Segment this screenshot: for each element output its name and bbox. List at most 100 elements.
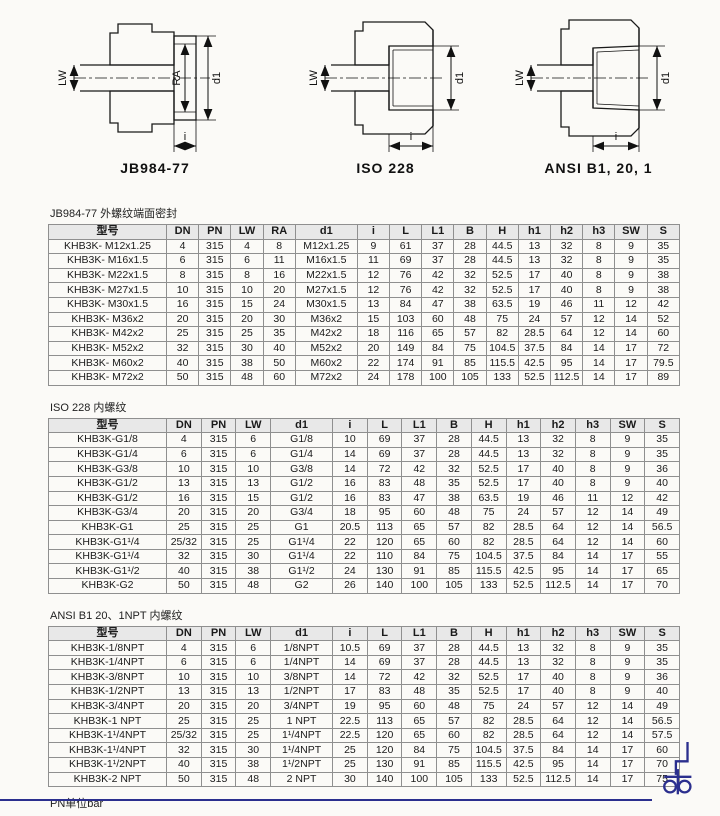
model-cell: KHB3K-1/2NPT: [48, 684, 167, 700]
value-cell: G3/4: [270, 505, 334, 521]
column-header: B: [436, 625, 472, 642]
model-cell: KHB3K- M27x1.5: [48, 282, 167, 298]
value-cell: 65: [421, 326, 455, 342]
value-cell: M42x2: [294, 326, 358, 342]
value-cell: 32: [540, 432, 576, 448]
value-cell: 10: [166, 461, 202, 477]
column-header: H: [470, 625, 507, 642]
value-cell: 315: [200, 771, 237, 788]
value-cell: G1¹/4: [270, 548, 334, 565]
value-cell: 112.5: [540, 771, 576, 788]
value-cell: 84: [540, 548, 576, 565]
value-cell: 35: [644, 640, 680, 656]
column-header: S: [646, 224, 681, 240]
value-cell: 22.5: [332, 713, 368, 729]
column-header: L1: [401, 625, 438, 642]
column-header: LW: [235, 625, 272, 642]
table-row: KHB3K-G1¹/2 40 315 38 G1¹/2 24 130 91 85 115.5 42.…: [48, 563, 680, 580]
value-cell: 20: [230, 311, 264, 328]
value-cell: 40: [540, 684, 576, 700]
value-cell: 75: [470, 505, 507, 521]
value-cell: 12: [574, 713, 611, 729]
value-cell: 83: [366, 475, 403, 492]
value-cell: 30: [235, 548, 272, 565]
table-row: KHB3K-G1¹/4 32 315 30 G1¹/4 22 110 84 75 104.5 37.…: [48, 548, 680, 565]
value-cell: 64: [540, 727, 576, 744]
value-cell: 13: [517, 253, 552, 269]
table-row: KHB3K-G1/2 13 315 13 G1/2 16 83 48 35 52.5 17 40 8 9 4…: [48, 475, 680, 492]
value-cell: 42: [401, 461, 438, 477]
table-row: KHB3K-1¹/4NPT 25/32 315 25 1¹/4NPT 22.5 120 65 6…: [48, 727, 680, 744]
value-cell: 48: [235, 578, 272, 594]
value-cell: 22.5: [332, 727, 368, 744]
technical-drawing-ansi: LW d1 i: [514, 19, 672, 152]
dim-label-i: i: [184, 131, 186, 143]
value-cell: 16: [165, 296, 200, 313]
value-cell: 105: [453, 369, 487, 386]
value-cell: 315: [200, 669, 237, 686]
value-cell: 25: [165, 326, 200, 342]
value-cell: 100: [421, 369, 455, 386]
value-cell: 35: [436, 475, 472, 492]
value-cell: 37: [401, 446, 438, 463]
value-cell: 52.5: [470, 475, 507, 492]
value-cell: 315: [200, 461, 237, 477]
value-cell: 57.5: [644, 727, 680, 744]
table-row: KHB3K- M22x1.5 8 315 8 16 M22x1.5 12 76 42 32 52.5…: [48, 267, 681, 284]
table-row: KHB3K-G3/4 20 315 20 G3/4 18 95 60 48 75 24 57 12 14 4…: [48, 505, 680, 521]
value-cell: 6: [235, 654, 272, 671]
value-cell: 8: [165, 267, 200, 284]
value-cell: 12: [574, 519, 611, 536]
value-cell: G1¹/2: [270, 563, 334, 580]
value-cell: 32: [436, 461, 472, 477]
value-cell: 28: [436, 640, 472, 656]
value-cell: 103: [389, 311, 423, 328]
value-cell: 315: [200, 505, 237, 521]
value-cell: 37: [401, 432, 438, 448]
column-header: 型号: [48, 417, 167, 434]
figure-caption: ANSI B1, 20, 1: [544, 160, 653, 176]
value-cell: 40: [540, 461, 576, 477]
value-cell: 20: [166, 505, 202, 521]
value-cell: 35: [644, 446, 680, 463]
value-cell: 14: [332, 669, 368, 686]
value-cell: 12: [582, 326, 616, 342]
value-cell: 60: [401, 505, 438, 521]
value-cell: 42: [401, 669, 438, 686]
value-cell: 17: [614, 355, 648, 371]
value-cell: 104.5: [470, 742, 507, 758]
value-cell: 10: [166, 669, 202, 686]
value-cell: 120: [366, 742, 403, 758]
value-cell: 13: [505, 432, 542, 448]
value-cell: 52.5: [517, 369, 552, 386]
column-header: PN: [200, 625, 237, 642]
value-cell: 4: [166, 432, 202, 448]
value-cell: 28: [436, 432, 472, 448]
value-cell: 48: [436, 698, 472, 715]
value-cell: 12: [609, 490, 646, 507]
value-cell: 56.5: [644, 713, 680, 729]
value-cell: 55: [644, 548, 680, 565]
value-cell: 6: [166, 446, 202, 463]
value-cell: 15: [356, 311, 391, 328]
column-header: DN: [166, 417, 202, 434]
value-cell: 16: [262, 267, 296, 284]
value-cell: G1¹/4: [270, 534, 334, 550]
value-cell: 28: [453, 253, 487, 269]
value-cell: 8: [574, 446, 611, 463]
value-cell: 65: [401, 519, 438, 536]
value-cell: 315: [200, 757, 237, 773]
dim-label-lw: LW: [514, 70, 526, 86]
value-cell: 133: [485, 369, 519, 386]
table-row: KHB3K-G2 50 315 48 G2 26 140 100 105 133 52.5 112.5…: [48, 578, 680, 594]
value-cell: 315: [200, 475, 237, 492]
column-header: PN: [200, 417, 237, 434]
value-cell: 9: [609, 475, 646, 492]
table-row: KHB3K-G1/4 6 315 6 G1/4 14 69 37 28 44.5 13 32 8 9 35: [48, 446, 680, 463]
model-cell: KHB3K-G1/8: [48, 432, 167, 448]
value-cell: 8: [574, 684, 611, 700]
value-cell: 42: [644, 490, 680, 507]
